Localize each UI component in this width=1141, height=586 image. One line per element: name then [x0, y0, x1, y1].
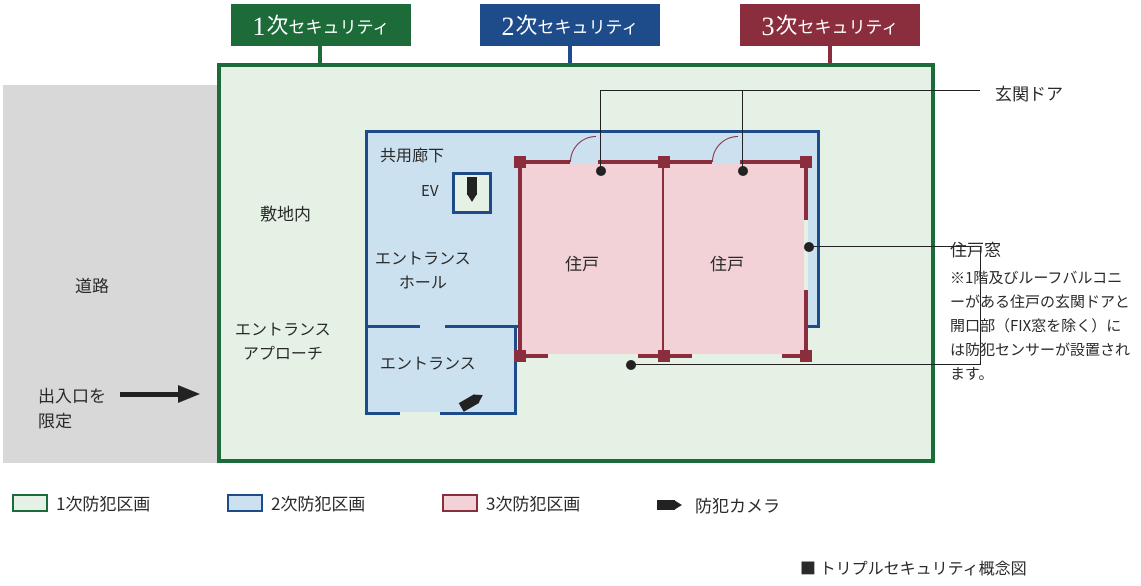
legend-2: 2次防犯区画	[227, 490, 365, 515]
pillar	[514, 350, 526, 362]
entry-arrow-shaft	[120, 392, 180, 397]
window-gap-3	[804, 220, 808, 290]
entrance-divider2	[445, 325, 517, 328]
window-note: ※1階及びルーフバルコニーがある住戸の玄関ドアと開口部（FIX窓を除く）には防犯…	[950, 266, 1132, 386]
pillar	[800, 156, 812, 168]
legend3-text: 3次防犯区画	[486, 490, 580, 515]
header-2: 2次セキュリティ	[480, 4, 660, 46]
pillar	[514, 156, 526, 168]
legend-1: 1次防犯区画	[12, 490, 150, 515]
unit-label-1: 住戸	[565, 250, 599, 275]
site-label: 敷地内	[260, 200, 311, 225]
window-gap-1	[548, 354, 638, 358]
door-label: 玄関ドア	[995, 80, 1063, 105]
diagram-canvas: 1次セキュリティ 2次セキュリティ 3次セキュリティ 道路 敷地内 共用廊下 エ…	[0, 0, 1141, 586]
legend-camera-icon	[657, 500, 675, 510]
legend1-text: 1次防犯区画	[56, 490, 150, 515]
window-leader-dot1	[804, 242, 814, 252]
entrance-divider	[365, 325, 420, 328]
caption-mark: ■	[800, 555, 816, 579]
door-leader-dot2	[738, 166, 748, 176]
window-gap-2	[692, 354, 782, 358]
hall-label: エントランス ホール	[375, 245, 471, 293]
stem-1	[318, 42, 322, 64]
pillar	[800, 350, 812, 362]
entry-arrow-head	[178, 385, 200, 403]
header-3: 3次セキュリティ	[740, 4, 920, 46]
window-leader-dot2	[626, 360, 636, 370]
legend-3: 3次防犯区画	[442, 490, 580, 515]
h1-num: 1	[253, 12, 266, 42]
pillar	[658, 350, 670, 362]
entrance-label: エントランス	[380, 350, 476, 374]
ev-label: EV	[421, 180, 438, 201]
door-leader-v2	[742, 90, 743, 170]
legend2-text: 2次防犯区画	[271, 490, 365, 515]
caption-text: トリプルセキュリティ概念図	[820, 555, 1027, 579]
pillar	[658, 156, 670, 168]
approach-label: エントランス アプローチ	[235, 316, 331, 364]
door-leader-v1	[600, 90, 601, 170]
legend2-swatch	[227, 494, 263, 512]
caption: ■ トリプルセキュリティ概念図	[800, 555, 1027, 579]
h2-num: 2	[502, 12, 515, 42]
window-leader-h2	[630, 364, 980, 365]
legend-cam: 防犯カメラ	[657, 492, 780, 517]
camera-icon	[467, 177, 477, 195]
door-leader-dot1	[596, 166, 606, 176]
legend1-swatch	[12, 494, 48, 512]
road-label: 道路	[75, 272, 109, 297]
h3-num: 3	[762, 12, 775, 42]
legend-cam-text: 防犯カメラ	[695, 492, 780, 517]
door-leader-h	[600, 90, 980, 91]
entry-limited-label: 出入口を 限定	[38, 382, 106, 432]
window-label: 住戸窓	[950, 236, 1001, 261]
header-1: 1次セキュリティ	[231, 4, 411, 46]
road-area	[3, 85, 217, 463]
legend3-swatch	[442, 494, 478, 512]
unit-label-2: 住戸	[710, 250, 744, 275]
entrance-door-gap	[400, 412, 440, 415]
corridor-label: 共用廊下	[380, 142, 444, 166]
